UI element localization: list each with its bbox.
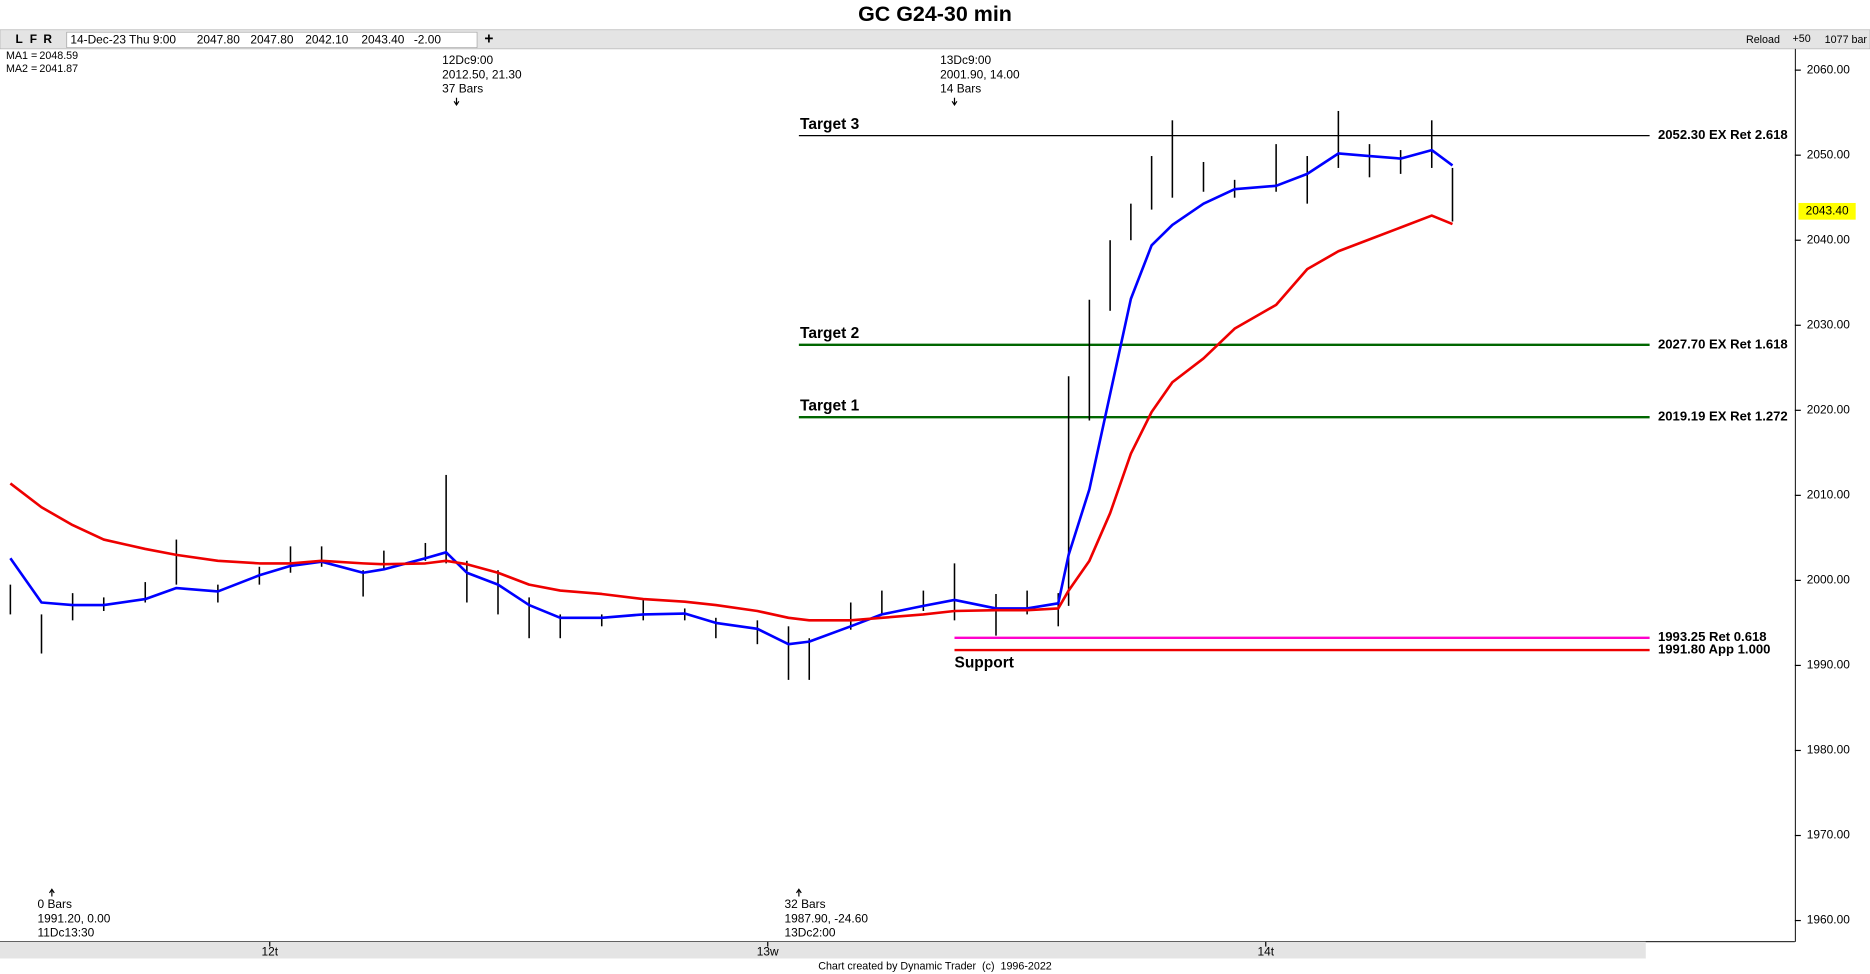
last-price-label: 2043.40	[1806, 203, 1849, 217]
y-tick-label: 2020.00	[1807, 402, 1850, 416]
marker-text: 1991.20, 0.00	[38, 911, 111, 925]
y-tick-label: 2050.00	[1807, 147, 1850, 161]
x-tick-label: 14t	[1257, 945, 1274, 959]
marker-text: 0 Bars	[38, 897, 72, 911]
quote-value: 2047.80	[250, 33, 293, 47]
y-tick-label: 2010.00	[1807, 488, 1850, 502]
legend-name: MA1	[6, 50, 28, 62]
legend-value: 2048.59	[39, 50, 78, 62]
footer: Chart created by Dynamic Trader (c) 1996…	[818, 961, 1052, 973]
y-tick-label: 1960.00	[1807, 913, 1850, 927]
x-tick-label: 12t	[261, 945, 278, 959]
level-label: 1993.25 Ret 0.618	[1658, 629, 1767, 644]
marker-text: 14 Bars	[940, 82, 981, 96]
quote-value: 2043.40	[361, 33, 404, 47]
moving-average-line	[9, 214, 1453, 622]
marker-text: 37 Bars	[442, 82, 483, 96]
x-axis-band	[0, 941, 1646, 959]
x-tick-label: 13w	[757, 945, 779, 959]
marker-text: 2012.50, 21.30	[442, 67, 522, 81]
level-label: 1991.80 App 1.000	[1658, 642, 1771, 657]
legend-value: 2041.87	[39, 63, 78, 75]
level-label: 2052.30 EX Ret 2.618	[1658, 127, 1788, 142]
marker-arrow-head	[453, 101, 460, 106]
level-name: Target 1	[800, 398, 860, 415]
marker-text: 1987.90, -24.60	[785, 911, 869, 925]
marker-arrow-head	[48, 888, 55, 894]
quote-box	[66, 31, 478, 48]
level-name: Support	[954, 654, 1013, 671]
level-name: Target 3	[800, 116, 860, 133]
marker-text: 32 Bars	[785, 897, 826, 911]
level-label: 2019.19 EX Ret 1.272	[1658, 409, 1788, 424]
y-tick-label: 1970.00	[1807, 828, 1850, 842]
last-price-box	[1798, 202, 1856, 220]
quote-date: 14-Dec-23 Thu 9:00	[70, 33, 176, 47]
quote-value: -2.00	[414, 33, 442, 47]
y-tick-label: 2040.00	[1807, 232, 1850, 246]
marker-text: 11Dc13:30	[38, 926, 95, 940]
marker-text: 13Dc2:00	[785, 926, 836, 940]
legend-name: MA2	[6, 63, 28, 75]
chart-title: GC G24-30 min	[858, 2, 1012, 26]
y-tick-label: 2060.00	[1807, 62, 1850, 76]
x-axis-line	[0, 941, 1795, 943]
zoom-button[interactable]: +50	[1792, 33, 1810, 45]
level-name: Target 2	[800, 325, 859, 342]
marker-text: 13Dc9:00	[940, 53, 991, 67]
marker-text: 12Dc9:00	[442, 53, 493, 67]
legend-separator: =	[31, 50, 37, 62]
toolbar-button[interactable]: R	[43, 32, 52, 46]
y-tick-label: 1990.00	[1807, 658, 1850, 672]
level-label: 2027.70 EX Ret 1.618	[1658, 336, 1788, 351]
marker-arrow-head	[795, 888, 802, 894]
toolbar-button[interactable]: F	[30, 32, 37, 46]
reload-button[interactable]: Reload	[1746, 34, 1780, 46]
quote-value: 2042.10	[305, 33, 348, 47]
add-button[interactable]: +	[484, 30, 493, 47]
y-tick-label: 1980.00	[1807, 743, 1850, 757]
moving-average-line	[9, 148, 1454, 646]
marker-text: 2001.90, 14.00	[940, 67, 1020, 81]
y-tick-label: 2000.00	[1807, 573, 1850, 587]
toolbar-button[interactable]: L	[15, 32, 22, 46]
legend-separator: =	[31, 63, 37, 75]
y-tick-label: 2030.00	[1807, 317, 1850, 331]
marker-arrow-head	[951, 101, 958, 106]
quote-value: 2047.80	[197, 33, 240, 47]
bar-count: 1077 bar	[1825, 34, 1868, 46]
